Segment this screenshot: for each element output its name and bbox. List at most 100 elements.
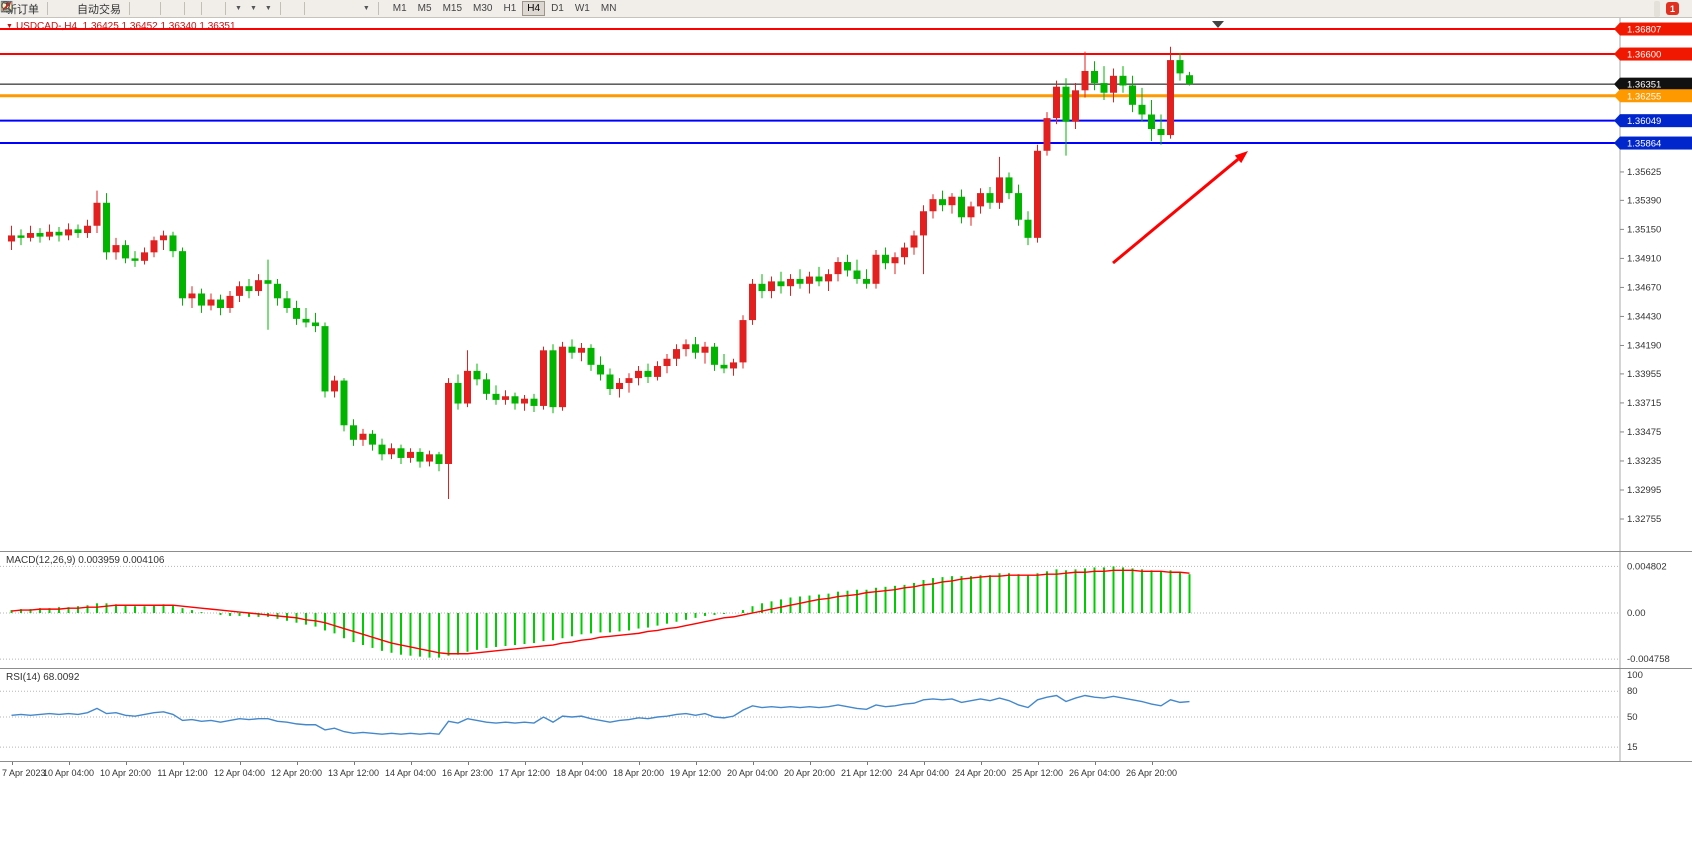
toolbar-separator	[303, 2, 305, 15]
notification-badge[interactable]: 1	[1666, 2, 1679, 15]
time-axis-tick	[980, 762, 982, 765]
macd-indicator-panel[interactable]: 0.004802 0.00 -0.004758 MACD(12,26,9) 0.00…	[0, 552, 1692, 668]
time-axis-label: 26 Apr 04:00	[1068, 768, 1121, 778]
indicators-button[interactable]: ▼	[1, 1, 245, 17]
time-axis-label: 10 Apr 20:00	[99, 768, 152, 778]
svg-text:-0.004758: -0.004758	[1627, 654, 1670, 665]
svg-text:15: 15	[1627, 742, 1638, 753]
svg-text:1.35390: 1.35390	[1627, 195, 1661, 206]
svg-text:80: 80	[1627, 686, 1638, 697]
arrows-button[interactable]: ▼	[2, 1, 373, 17]
crosshair-button[interactable]	[1, 1, 299, 17]
candlestick-series	[8, 46, 1193, 500]
time-axis-label: 12 Apr 20:00	[270, 768, 323, 778]
auto-scroll-button[interactable]	[1, 1, 213, 17]
svg-text:1.36351: 1.36351	[1627, 80, 1661, 91]
macd-signal-line	[11, 569, 1190, 655]
time-axis-label: 25 Apr 12:00	[1011, 768, 1064, 778]
timeframe-M5[interactable]: M5	[417, 3, 432, 14]
time-axis-label: 21 Apr 12:00	[840, 768, 893, 778]
price-label-1.35864: 1.35864	[1614, 136, 1692, 150]
time-axis-tick	[1094, 762, 1096, 765]
time-axis-tick	[695, 762, 697, 765]
svg-text:1.34910: 1.34910	[1627, 253, 1661, 264]
search-button[interactable]	[1, 0, 1660, 17]
time-axis-label: 7 Apr 2023	[2, 768, 46, 778]
text-button[interactable]: A	[3, 1, 351, 17]
autotrading-button[interactable]: 自动交易	[3, 1, 124, 17]
timeframe-M1[interactable]: M1	[392, 3, 407, 14]
svg-text:1.36049: 1.36049	[1627, 116, 1661, 127]
time-axis-tick	[353, 762, 355, 765]
time-axis[interactable]: 7 Apr 2023 10 Apr 04:00 10 Apr 20:00 11 Apr…	[0, 761, 1692, 784]
bar-chart-button[interactable]	[1, 1, 141, 17]
time-axis-tick	[752, 762, 754, 765]
navigator-button[interactable]	[2, 1, 66, 17]
horizontal-line-button[interactable]	[1, 1, 323, 17]
price-axis-ticks: 1.35625 1.35390 1.35150 1.34910 1.34670 1.344…	[1620, 167, 1661, 525]
time-axis-label: 18 Apr 04:00	[555, 768, 608, 778]
price-chart-panel[interactable]: 1.35625 1.35390 1.35150 1.34910 1.34670 1.344…	[0, 18, 1692, 552]
time-axis-tick	[524, 762, 526, 765]
panel-splitter[interactable]	[0, 551, 1692, 552]
rsi-line	[11, 694, 1190, 735]
price-label-1.36351: 1.36351	[1614, 77, 1692, 91]
symbol-direction-icon: ▼	[6, 23, 13, 30]
candlestick-chart-button[interactable]	[2, 1, 148, 17]
chart-shift-button[interactable]	[1, 1, 220, 17]
zoom-in-button[interactable]	[1, 1, 172, 17]
svg-text:1.33955: 1.33955	[1627, 369, 1661, 380]
timeframe-W1[interactable]: W1	[574, 3, 590, 14]
trendline-button[interactable]	[1, 1, 330, 17]
time-axis-label: 11 Apr 12:00	[157, 768, 208, 778]
dropdown-caret-icon: ▼	[249, 5, 257, 12]
svg-text:1.36600: 1.36600	[1627, 50, 1661, 61]
chart-ohlc-title: ▼ USDCAD-,H4 1.36425 1.36452 1.36340 1.3…	[6, 21, 236, 32]
equidistant-channel-button[interactable]	[0, 1, 337, 17]
zoom-out-button[interactable]	[1, 1, 179, 17]
svg-text:100: 100	[1627, 670, 1643, 681]
rsi-canvas: 100 80 50 15	[0, 669, 1643, 761]
cursor-button[interactable]	[3, 0, 292, 17]
templates-button[interactable]: ▼	[0, 1, 275, 17]
chart-shift-marker[interactable]	[1212, 21, 1224, 28]
trend-arrow-annotation[interactable]	[1112, 151, 1248, 265]
macd-canvas: 0.004802 0.00 -0.004758	[0, 552, 1670, 668]
vertical-line-button[interactable]	[5, 1, 316, 17]
tile-windows-button[interactable]	[0, 0, 196, 17]
svg-text:1.36255: 1.36255	[1627, 91, 1661, 102]
svg-text:0.00: 0.00	[1627, 608, 1646, 619]
periods-button[interactable]: ▼	[1, 1, 260, 17]
time-axis-label: 13 Apr 12:00	[327, 768, 380, 778]
market-watch-button[interactable]	[2, 1, 59, 17]
timeframe-H4[interactable]: H4	[522, 1, 546, 16]
time-axis-label: 10 Apr 04:00	[42, 768, 95, 778]
time-axis-label: 24 Apr 20:00	[954, 768, 1007, 778]
svg-text:1.34190: 1.34190	[1627, 340, 1661, 351]
fibonacci-button[interactable]	[1, 1, 344, 17]
time-axis-label: 18 Apr 20:00	[612, 768, 665, 778]
timeframe-H1[interactable]: H1	[503, 3, 517, 14]
time-axis-tick	[1037, 762, 1039, 765]
terminal-button[interactable]	[1, 1, 73, 17]
time-axis-tick	[410, 762, 412, 765]
panel-splitter[interactable]	[0, 668, 1692, 669]
rsi-indicator-panel[interactable]: 100 80 50 15 RSI(14) 68.0092	[0, 669, 1692, 761]
timeframe-M30[interactable]: M30	[473, 3, 493, 14]
time-axis-label: 16 Apr 23:00	[441, 768, 494, 778]
timeframe-MN[interactable]: MN	[600, 3, 617, 14]
time-axis-label: 17 Apr 12:00	[498, 768, 551, 778]
timeframe-D1[interactable]: D1	[551, 3, 564, 14]
text-label-button[interactable]: T	[0, 1, 358, 17]
time-axis-label: 14 Apr 04:00	[384, 768, 437, 778]
price-label-1.36049: 1.36049	[1614, 114, 1692, 128]
toolbar-separator	[129, 2, 130, 15]
time-axis-tick	[11, 762, 13, 765]
timeframe-toolbar: M1 M5 M15 M30 H1 H4 D1 W1 MN	[388, 1, 622, 16]
line-chart-button[interactable]	[0, 1, 155, 17]
timeframe-M15[interactable]: M15	[442, 3, 463, 14]
time-axis-tick	[923, 762, 925, 765]
svg-text:50: 50	[1627, 712, 1638, 723]
